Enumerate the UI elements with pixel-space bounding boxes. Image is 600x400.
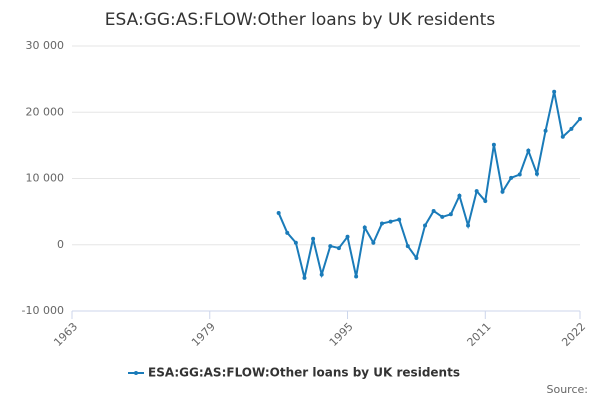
point [293, 240, 298, 245]
point [517, 172, 522, 177]
legend-marker [134, 371, 138, 375]
x-tick-label: 1963 [51, 320, 80, 349]
point [474, 189, 479, 194]
point [560, 134, 565, 139]
point [534, 171, 539, 176]
point [552, 89, 557, 94]
point [431, 208, 436, 213]
point [362, 225, 367, 230]
point [319, 272, 324, 277]
point [543, 128, 548, 133]
point [336, 246, 341, 251]
point [371, 240, 376, 245]
legend-label: ESA:GG:AS:FLOW:Other loans by UK residen… [148, 366, 460, 380]
y-tick-label: 20 000 [26, 105, 65, 118]
series-line [277, 91, 581, 279]
point [285, 230, 290, 235]
y-tick-label: 10 000 [26, 172, 65, 185]
x-tick-label: 1979 [189, 320, 218, 349]
point [354, 274, 359, 279]
chart-title: ESA:GG:AS:FLOW:Other loans by UK residen… [105, 10, 496, 30]
point [578, 116, 582, 121]
source: Source: [547, 383, 589, 396]
point [379, 221, 384, 226]
point [311, 236, 316, 241]
x-tick-label: 2022 [559, 320, 588, 349]
point [500, 189, 505, 194]
point [328, 244, 333, 249]
point [491, 142, 496, 147]
point [483, 199, 488, 204]
point [397, 217, 402, 222]
point [569, 126, 574, 131]
point [276, 210, 281, 215]
y-tick-label: -10 000 [22, 304, 64, 317]
point [405, 244, 410, 249]
point [509, 175, 514, 180]
y-tick-label: 30 000 [26, 39, 65, 52]
point [302, 275, 307, 280]
point [448, 212, 453, 217]
point [345, 234, 350, 239]
point [440, 214, 445, 219]
x-tick-label: 2011 [465, 320, 494, 349]
point [414, 256, 419, 260]
point [526, 148, 531, 153]
point [388, 219, 393, 224]
y-tick-label: 0 [57, 238, 64, 251]
x-tick-label: 1995 [327, 320, 356, 349]
point [466, 223, 471, 228]
point [457, 193, 462, 198]
point [423, 223, 428, 228]
